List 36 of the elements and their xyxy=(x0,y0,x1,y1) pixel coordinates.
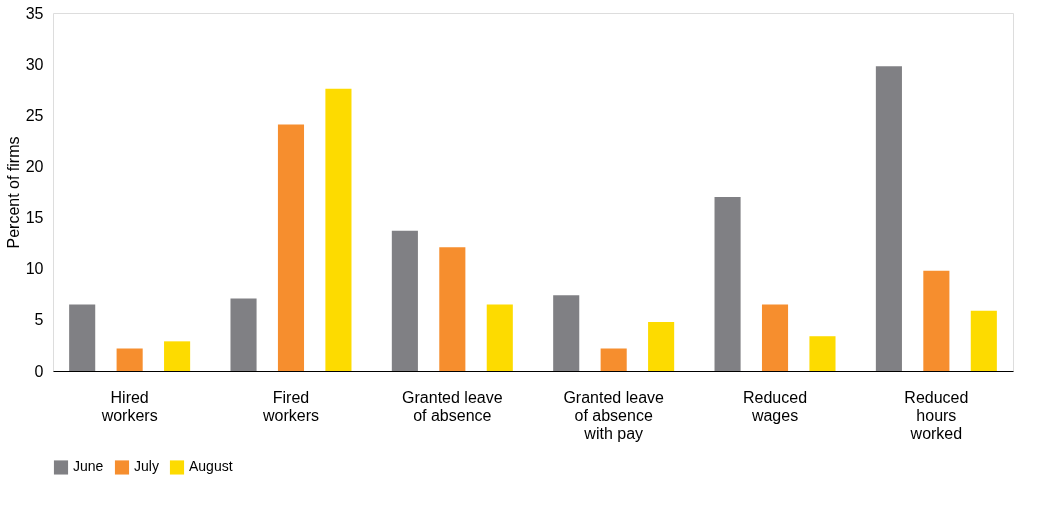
x-tick-label: Hired workers xyxy=(100,388,158,424)
y-tick-label: 25 xyxy=(25,106,44,124)
legend-label: June xyxy=(73,458,104,475)
legend-label: August xyxy=(189,458,233,475)
bar xyxy=(69,304,96,371)
x-tick-label: Fired workers xyxy=(261,388,319,424)
y-tick-label: 15 xyxy=(25,209,44,227)
x-tick-label: Reduced hours worked xyxy=(904,388,969,442)
bar xyxy=(923,270,950,371)
bar xyxy=(809,336,836,371)
bar xyxy=(761,304,789,371)
bar xyxy=(277,124,305,371)
y-tick-label: 30 xyxy=(25,55,44,73)
x-tick-label: Reduced wages xyxy=(742,388,808,424)
bar xyxy=(714,197,741,371)
bar xyxy=(439,247,466,371)
x-tick-label: Granted leave of absence xyxy=(402,388,503,424)
bar xyxy=(553,295,580,371)
bar xyxy=(391,230,418,371)
y-tick-label: 20 xyxy=(25,157,44,175)
bar xyxy=(230,298,257,371)
y-axis-title: Percent of firms xyxy=(4,136,22,249)
y-tick-label: 0 xyxy=(34,362,44,380)
bar xyxy=(325,88,352,371)
y-tick-label: 10 xyxy=(25,260,44,278)
y-tick-label: 5 xyxy=(34,311,44,329)
bar xyxy=(648,321,675,371)
bar xyxy=(486,304,513,371)
bar xyxy=(600,348,627,371)
y-tick-label: 35 xyxy=(25,4,44,22)
bar xyxy=(970,310,997,371)
bar xyxy=(116,348,143,371)
bar xyxy=(164,341,191,371)
legend-label: July xyxy=(134,458,159,475)
bar xyxy=(875,66,902,371)
x-tick-label: Granted leave of absence with pay xyxy=(563,388,665,442)
